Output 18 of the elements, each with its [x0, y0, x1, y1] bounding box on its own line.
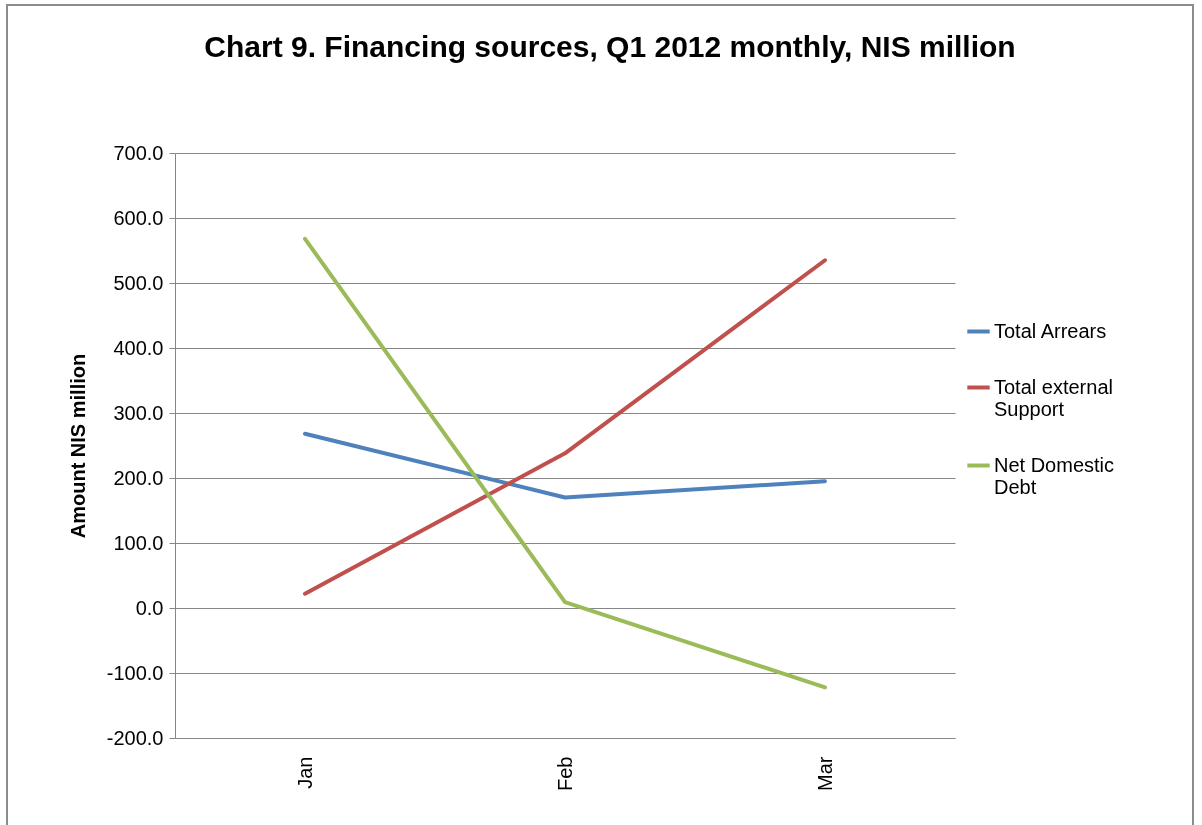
y-tick-label: 700.0 [113, 141, 164, 164]
y-tick-label: 0.0 [135, 596, 164, 619]
y-tick-label: 300.0 [113, 401, 164, 424]
chart-title: Chart 9. Financing sources, Q1 2012 monthly, NIS million [204, 30, 1016, 63]
y-tick-label: -200.0 [106, 726, 164, 749]
y-tick-label: 400.0 [113, 336, 164, 359]
y-tick-label: 600.0 [113, 206, 164, 229]
legend-label: Total Arrears [994, 319, 1107, 342]
y-tick-label: 200.0 [113, 466, 164, 489]
legend-label: Total external Support [994, 375, 1113, 420]
x-tick-label: Mar [813, 756, 836, 791]
y-axis-title: Amount NIS million [66, 353, 89, 539]
x-tick-label: Feb [553, 756, 576, 791]
y-tick-label: -100.0 [106, 661, 164, 684]
y-tick-label: 500.0 [113, 271, 164, 294]
x-tick-label: Jan [293, 756, 316, 789]
legend-label: Net Domestic Debt [994, 453, 1115, 498]
y-tick-label: 100.0 [113, 531, 164, 554]
